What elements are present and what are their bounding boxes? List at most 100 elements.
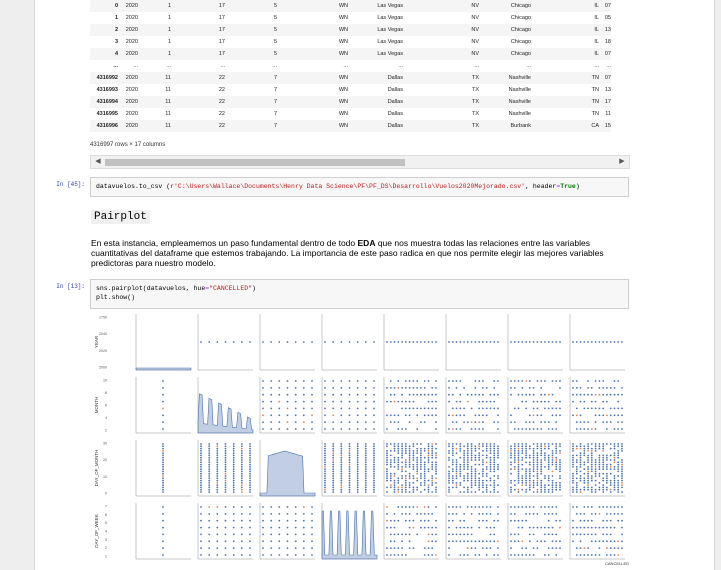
scatter-point (364, 484, 367, 486)
scatter-point (575, 421, 578, 423)
code-cell-45[interactable]: datavuelos.to_csv (r'C:\Users\Wallace\Do… (90, 177, 629, 197)
scatter-point (474, 491, 477, 493)
scatter-point (466, 454, 469, 457)
scatter-point (575, 414, 578, 417)
scatter-point (525, 454, 527, 457)
scatter-point (489, 533, 492, 536)
scatter-point (485, 443, 488, 445)
scatter-point (485, 445, 488, 448)
scatter-point (598, 468, 601, 470)
scatter-point (356, 407, 359, 410)
scatter-point (408, 445, 411, 448)
scatter-point (386, 341, 388, 343)
scatter-point (270, 428, 273, 430)
scatter-point (455, 459, 458, 461)
scatter-point (302, 506, 305, 508)
scatter-point (401, 468, 403, 470)
scatter-point (324, 341, 326, 343)
kde-curve (197, 393, 254, 434)
scatter-point (427, 443, 430, 445)
scatter-point (249, 526, 251, 529)
scatter-point (583, 547, 586, 549)
scatter-point (497, 463, 499, 466)
scatter-point (587, 447, 589, 450)
table-cell: NV (471, 39, 479, 45)
scatter-point (532, 466, 535, 468)
scatter-point (613, 454, 616, 457)
code-keyword-true: True (560, 183, 576, 190)
scatter-point (497, 414, 499, 417)
scatter-point (572, 486, 574, 489)
scatter-point (412, 463, 415, 466)
scatter-point (606, 463, 608, 466)
scroll-right-icon[interactable]: ▶ (619, 158, 625, 165)
scatter-point (389, 554, 392, 556)
scatter-point (332, 454, 335, 457)
scatter-point (270, 506, 273, 508)
scatter-point (401, 445, 403, 448)
scatter-point (474, 459, 477, 461)
scatter-point (544, 475, 546, 477)
scatter-point (427, 414, 430, 417)
scatter-point (547, 447, 550, 450)
scatter-point (224, 454, 227, 457)
scatter-point (517, 428, 520, 430)
scatter-point (302, 540, 305, 543)
scatter-point (459, 341, 462, 343)
scatter-point (356, 445, 359, 448)
scatter-point (332, 461, 335, 464)
scroll-left-icon[interactable]: ◀ (95, 158, 101, 165)
scatter-point (463, 491, 465, 493)
scatter-point (532, 463, 535, 466)
scatter-point (559, 452, 561, 454)
scatter-point (532, 533, 535, 536)
scatter-point (364, 463, 367, 466)
scatter-point (340, 484, 343, 486)
scatter-point (572, 533, 574, 536)
scatter-point (572, 393, 574, 396)
horizontal-scrollbar[interactable]: ◀ ▶ (90, 155, 630, 169)
row-index: 4316995 (96, 111, 118, 117)
scatter-point (451, 461, 454, 464)
scatter-point (427, 456, 430, 459)
scatter-point (416, 466, 419, 468)
scrollbar-thumb[interactable] (105, 159, 405, 166)
scatter-point (216, 491, 219, 493)
scatter-point (510, 533, 512, 536)
scatter-point (389, 421, 392, 423)
scatter-point (311, 393, 313, 396)
scatter-point (493, 491, 496, 493)
scatter-point (536, 482, 539, 484)
scatter-point (416, 461, 419, 464)
scatter-point (572, 459, 574, 461)
y-tick-label: 8 (105, 391, 107, 395)
scatter-point (373, 428, 375, 430)
table-row: 3 2020 1 17 5 WN Las Vegas NV Chicago IL 18 (90, 36, 611, 48)
scatter-point (240, 470, 243, 473)
scatter-point (572, 466, 574, 468)
scatter-point (389, 393, 392, 396)
code-cell-13[interactable]: sns.pairplot(datavuelos, hue="CANCELLED"… (90, 279, 629, 309)
scatter-point (551, 491, 554, 493)
table-row: 4 2020 1 17 5 WN Las Vegas NV Chicago IL 07 (90, 48, 611, 60)
scatter-point (485, 387, 488, 389)
scatter-point (482, 491, 484, 493)
scatter-point (551, 484, 554, 486)
scatter-point (240, 513, 243, 515)
scatter-point (572, 472, 574, 475)
scatter-point (532, 421, 535, 423)
scatter-point (348, 472, 351, 475)
scatter-point (602, 450, 605, 452)
scatter-point (340, 414, 343, 417)
scatter-point (311, 414, 313, 417)
scatter-point (579, 459, 582, 461)
scatter-point (408, 463, 411, 466)
scatter-point (302, 513, 305, 515)
scatter-point (286, 414, 289, 417)
row-axis-label: DAY_OF_WEEK (94, 514, 99, 547)
scatter-point (489, 456, 492, 459)
scatter-point (311, 400, 313, 403)
scatter-point (513, 443, 516, 445)
scatter-point (232, 484, 235, 486)
scatter-point (521, 380, 524, 382)
